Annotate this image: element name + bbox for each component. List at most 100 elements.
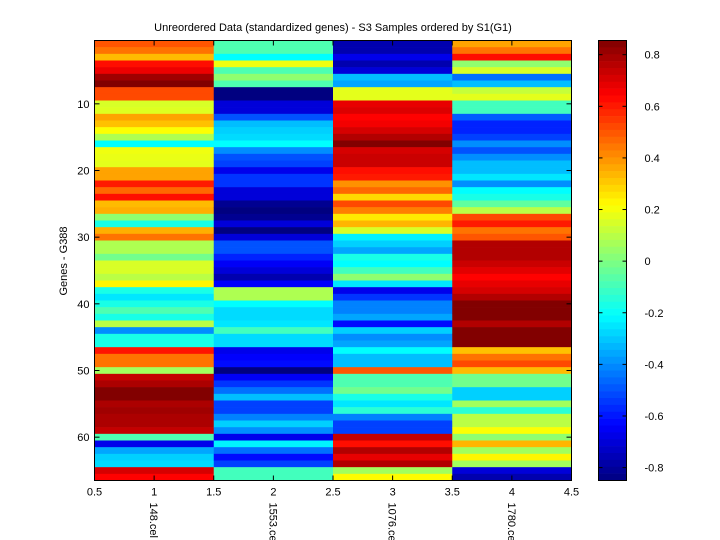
heatmap-cell [333, 413, 453, 421]
heatmap-cell [452, 227, 572, 235]
colorbar-swatch [598, 315, 627, 323]
heatmap-cell [94, 47, 215, 55]
heatmap-cell [213, 167, 334, 175]
heatmap-cell [333, 400, 453, 408]
heatmap-cell [333, 240, 453, 248]
heatmap-cell [213, 353, 334, 361]
heatmap-cell [94, 93, 215, 101]
heatmap-cell [333, 167, 453, 175]
heatmap-cell [213, 447, 334, 455]
colorbar-swatch [598, 404, 627, 413]
colorbar: 0.8 0.6 0.4 0.2 0 -0.2 -0.4 -0.6 -0.8 [598, 40, 664, 481]
heatmap-cell [213, 460, 334, 468]
heatmap-cell [452, 240, 572, 248]
heatmap-cell [452, 440, 572, 448]
heatmap-cell [94, 433, 215, 441]
heatmap-cell [452, 60, 572, 68]
heatmap-cell [452, 307, 572, 315]
heatmap-cell [94, 380, 215, 388]
heatmap-cell [333, 467, 453, 475]
heatmap-cell [94, 80, 215, 88]
heatmap-cell [94, 200, 215, 208]
colorbar-swatch [598, 363, 627, 371]
colorbar-swatch [598, 191, 627, 199]
colorbar-swatch [598, 164, 627, 172]
heatmap-cell [94, 400, 215, 408]
colorbar-swatch [598, 439, 627, 447]
heatmap-cell [213, 73, 334, 81]
colorbar-swatch [598, 349, 627, 358]
heatmap-cell [452, 327, 572, 335]
heatmap-cell [213, 380, 334, 388]
heatmap-cell [94, 320, 215, 328]
colorbar-swatch [598, 81, 627, 89]
colorbar-swatch [598, 233, 627, 241]
heatmap-cell [94, 127, 215, 135]
heatmap-cell [213, 113, 334, 121]
heatmap-cell [452, 120, 572, 128]
colorbar-swatch [598, 398, 627, 406]
heatmap-cell [94, 160, 215, 168]
heatmap-cell [452, 220, 572, 228]
heatmap-cell [333, 267, 453, 275]
colorbar-swatch [598, 116, 627, 124]
colorbar-tick-label: -0.8 [645, 463, 664, 475]
colorbar-swatch [598, 473, 627, 481]
heatmap-cell [213, 413, 334, 421]
y-tick-label: 20 [77, 166, 89, 178]
heatmap-cell [94, 300, 215, 308]
x-tick-label: 3 [390, 487, 396, 499]
heatmap-cell [333, 60, 453, 68]
colorbar-swatch [598, 356, 627, 364]
heatmap-cell [333, 200, 453, 208]
heatmap-cell [452, 293, 572, 301]
heatmap-cell [333, 47, 453, 55]
heatmap-cell [94, 180, 215, 188]
heatmap-cell [333, 180, 453, 188]
x-tick-label: 4 [509, 487, 515, 499]
heatmap-cell [94, 347, 215, 355]
heatmap-cell [452, 213, 572, 221]
heatmap-cell [333, 293, 453, 301]
heatmap-cell [213, 173, 334, 181]
colorbar-swatch [598, 150, 627, 158]
heatmap-cell [452, 173, 572, 181]
colorbar-swatch [598, 123, 627, 131]
heatmap-cell [213, 140, 334, 148]
heatmap-cell [333, 247, 453, 255]
heatmap-cell [94, 240, 215, 248]
heatmap-cell [213, 267, 334, 275]
heatmap-cell [452, 73, 572, 81]
heatmap-cell [333, 213, 453, 221]
heatmap-cell [333, 393, 453, 401]
heatmap-cell [94, 140, 215, 148]
heatmap-cell [333, 53, 453, 61]
heatmap-cell [213, 67, 334, 75]
heatmap-cell [213, 60, 334, 68]
heatmap-cell [333, 187, 453, 195]
heatmap-cell [333, 147, 453, 155]
heatmap-cell [452, 280, 572, 288]
heatmap-cell [94, 313, 215, 321]
colorbar-swatch [598, 432, 627, 440]
column-label: 148.cel [147, 503, 159, 538]
colorbar-swatch [598, 308, 627, 316]
heatmap-cell [94, 260, 215, 268]
heatmap-cell [94, 460, 215, 468]
heatmap-cell [333, 353, 453, 361]
heatmap-cell [333, 193, 453, 201]
heatmap-cell [452, 400, 572, 408]
x-tick-label: 3.5 [445, 487, 460, 499]
heatmap-cell [94, 427, 215, 435]
heatmap-cell [94, 307, 215, 315]
heatmap-cell [333, 407, 453, 415]
heatmap-cell [94, 253, 215, 261]
heatmap-cell [333, 367, 453, 375]
heatmap-cell [452, 187, 572, 195]
heatmap-cell [333, 227, 453, 235]
heatmap-cell [333, 427, 453, 435]
heatmap-cells [94, 40, 572, 481]
heatmap-cell [452, 413, 572, 421]
heatmap-cell [333, 100, 453, 108]
heatmap-cell [333, 120, 453, 128]
